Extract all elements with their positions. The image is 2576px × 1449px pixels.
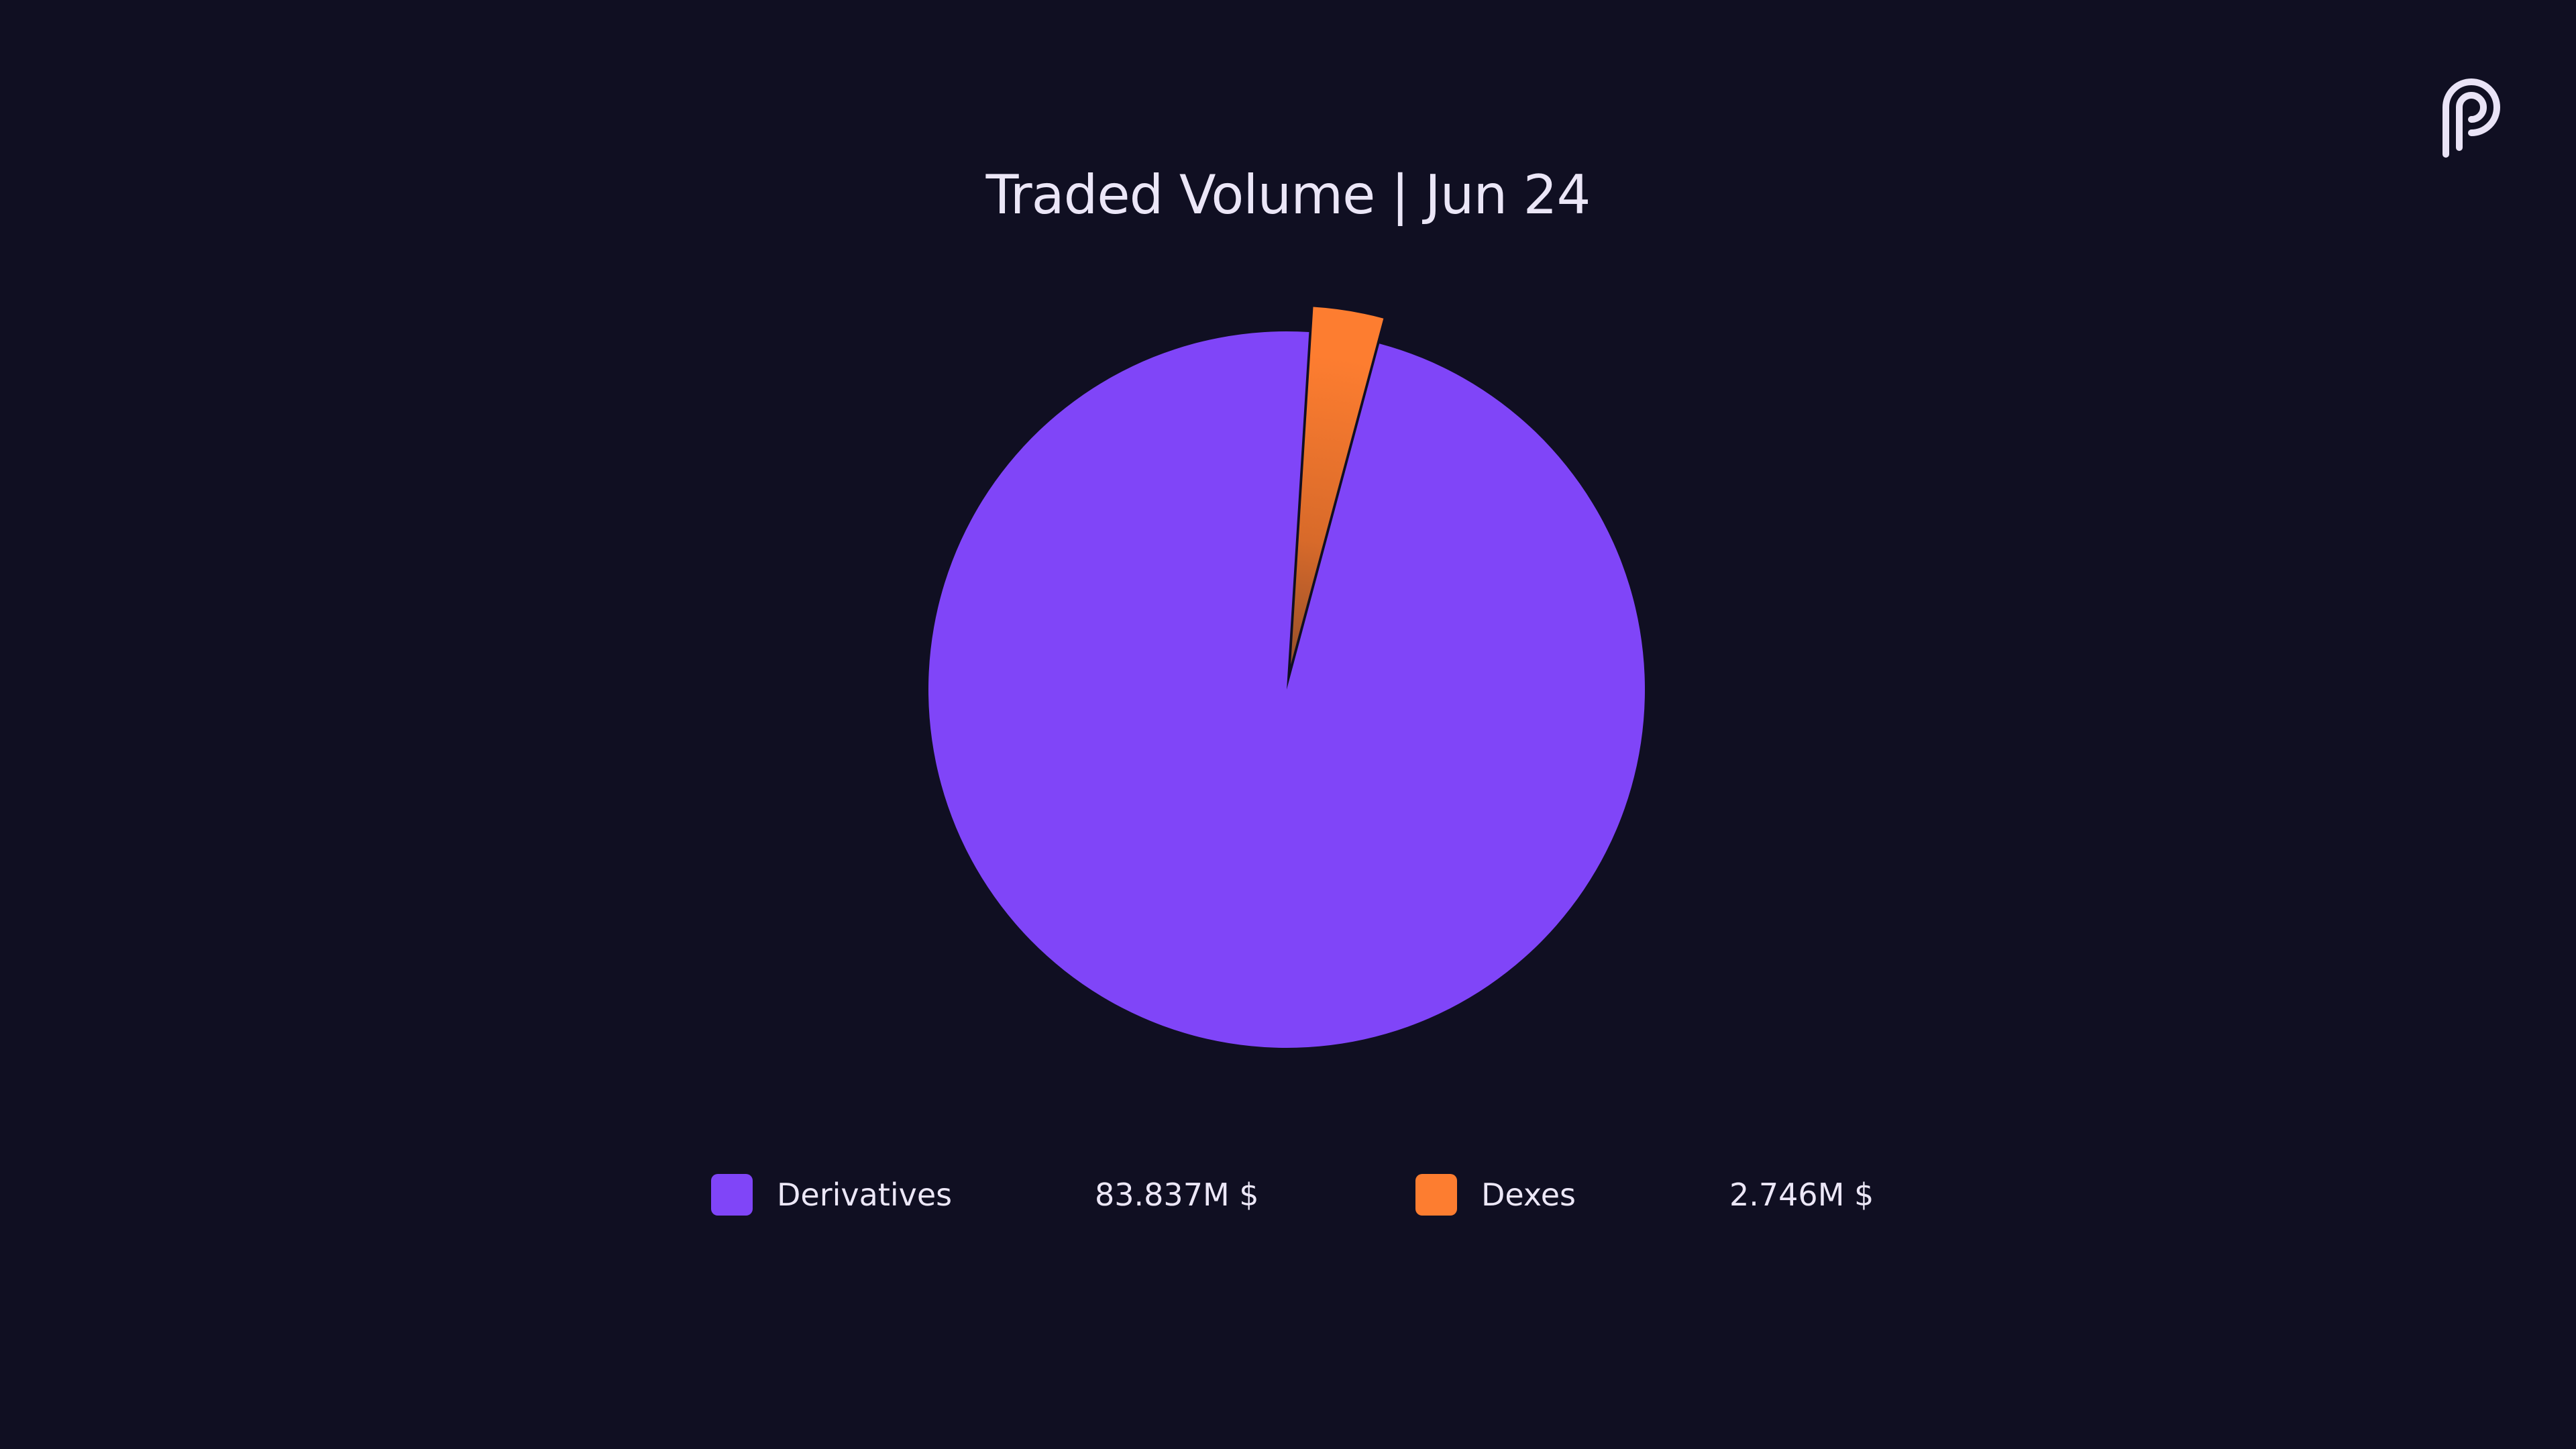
legend-swatch-dexes <box>1415 1174 1457 1216</box>
legend-label-dexes: Dexes <box>1481 1177 1576 1213</box>
pie-slice-derivatives <box>928 331 1645 1048</box>
legend-label-derivatives: Derivatives <box>777 1177 953 1213</box>
pyth-logo-icon <box>2443 78 2500 158</box>
legend-swatch-derivatives <box>711 1174 753 1216</box>
legend-value-derivatives: 83.837M $ <box>1095 1177 1259 1213</box>
legend-value-dexes: 2.746M $ <box>1729 1177 1874 1213</box>
pie-slice-dexes <box>1291 307 1384 665</box>
chart-title: Traded Volume | Jun 24 <box>985 164 1591 226</box>
